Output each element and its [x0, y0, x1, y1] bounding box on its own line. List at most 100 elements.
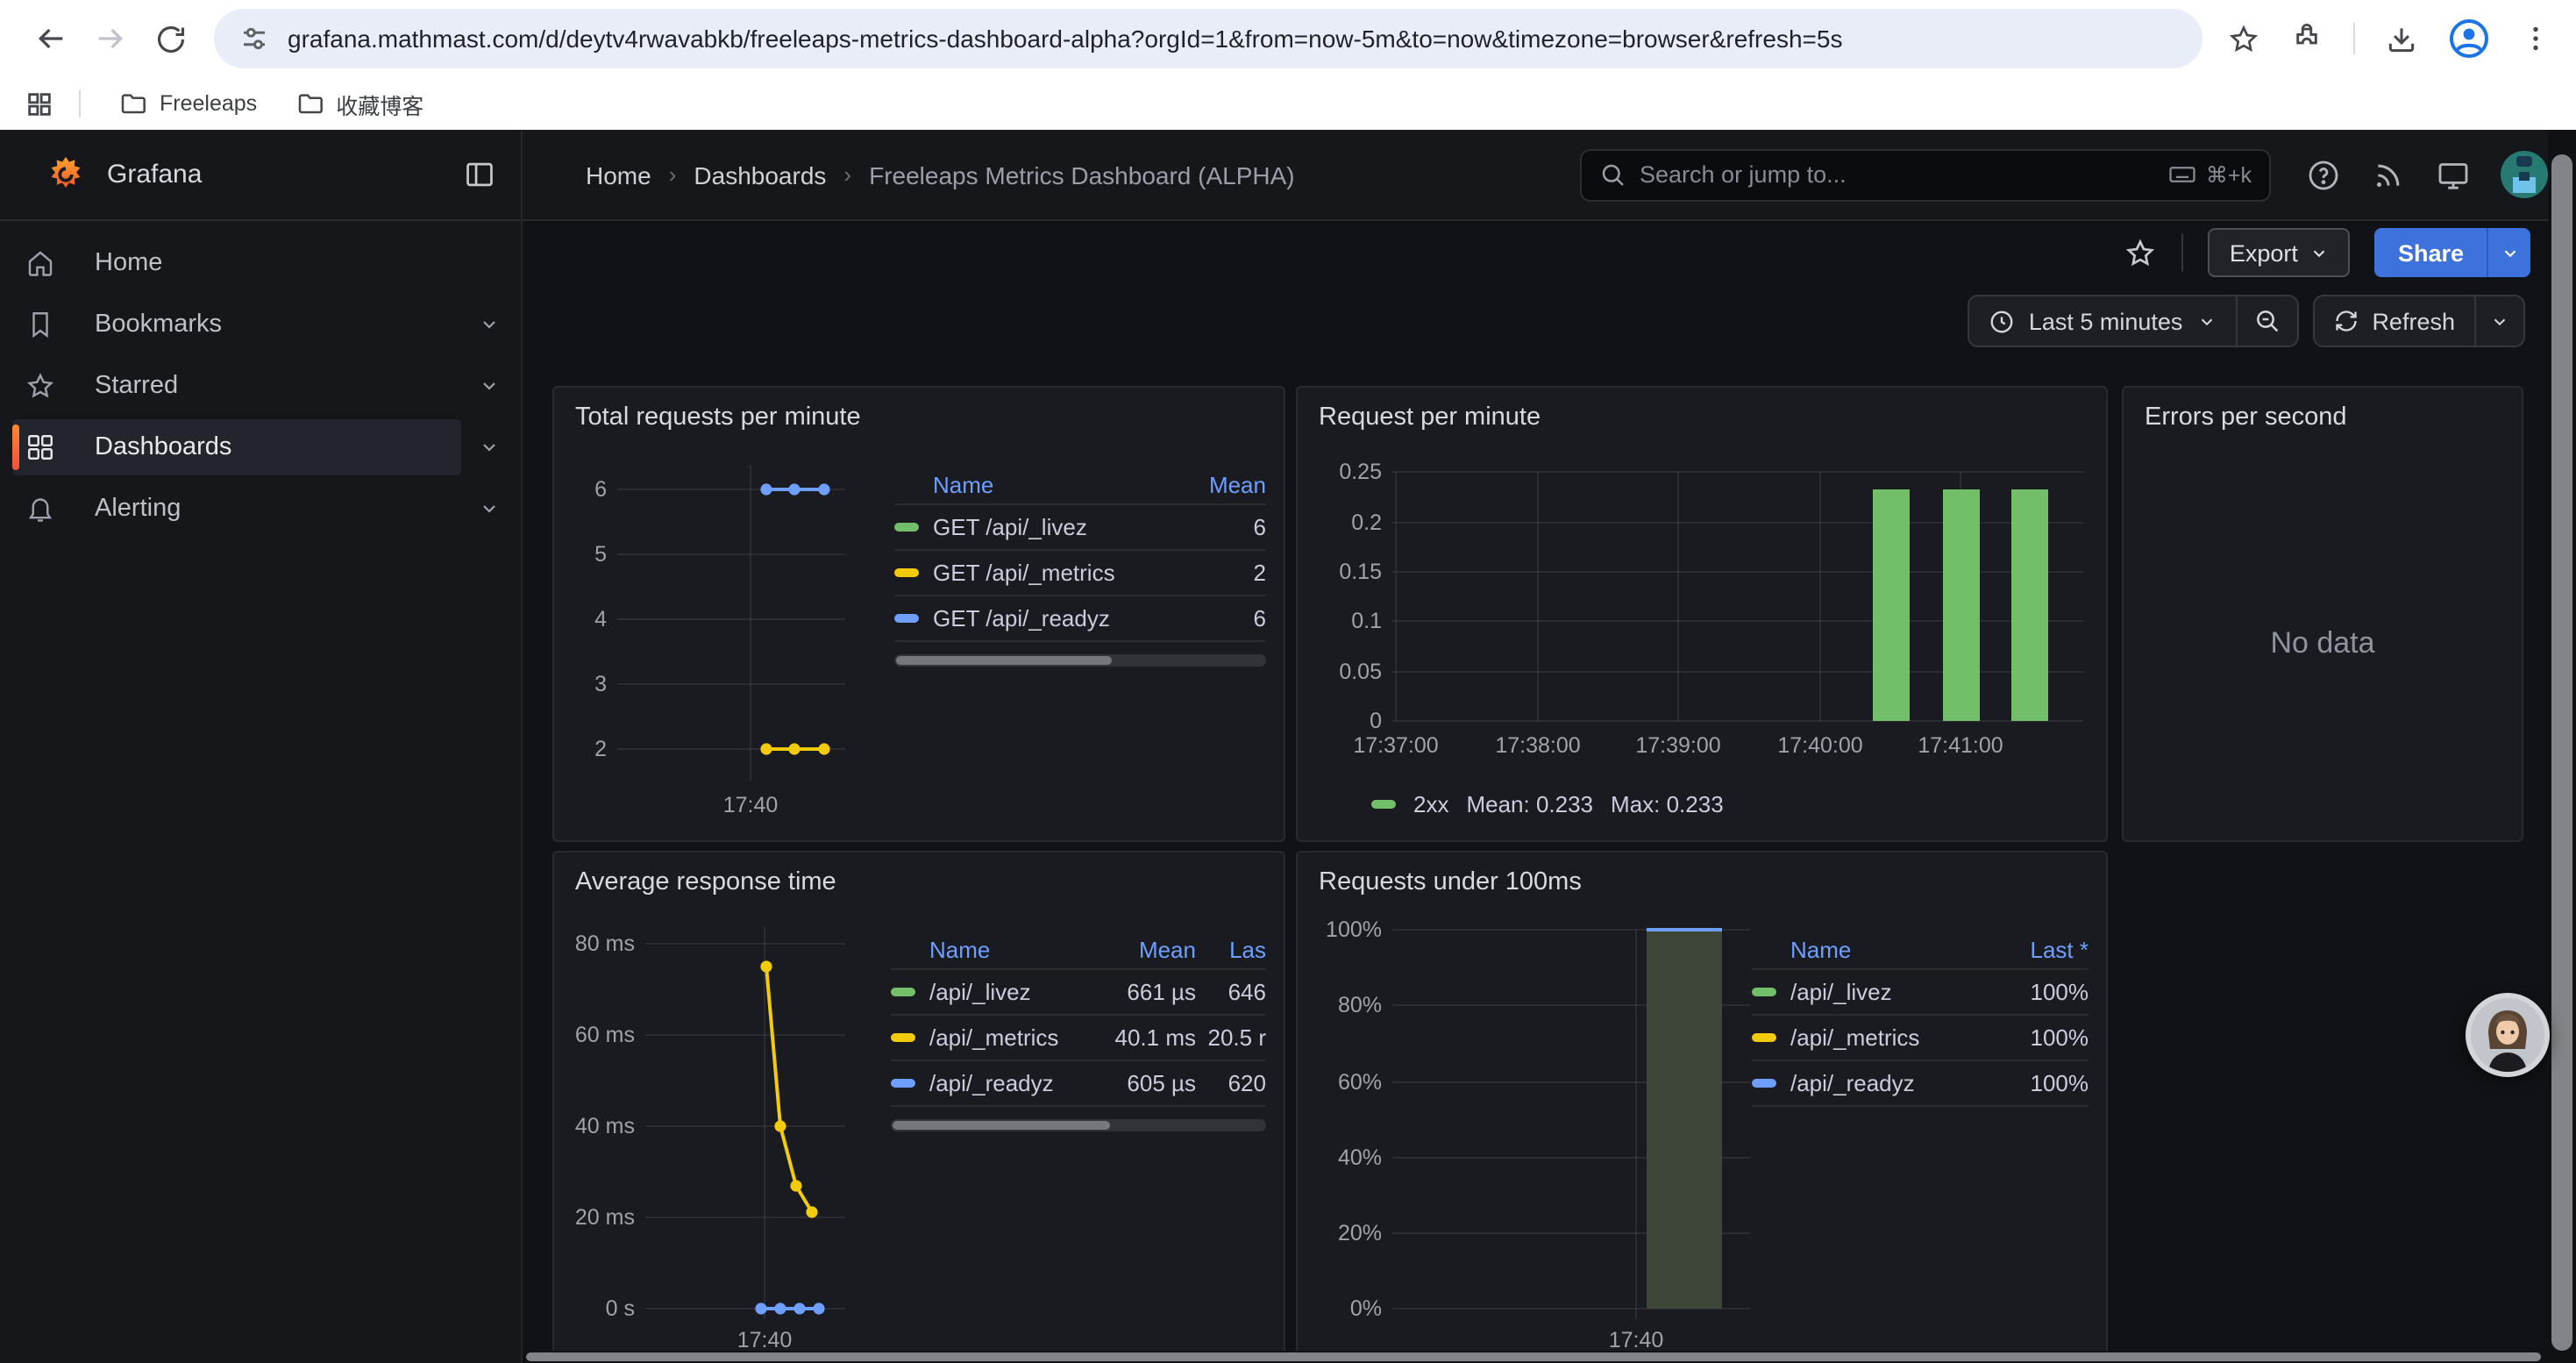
- line-chart-total-requests[interactable]: 6 5 4 3 2 17:40: [568, 447, 887, 826]
- favorite-star-icon[interactable]: [2124, 236, 2158, 269]
- help-icon[interactable]: [2306, 157, 2341, 192]
- dashboard-actions: Export Share: [523, 221, 2576, 284]
- svg-text:0.1: 0.1: [1351, 609, 1382, 633]
- horizontal-scrollbar[interactable]: [523, 1351, 2548, 1363]
- breadcrumb-item[interactable]: Home: [586, 161, 651, 189]
- legend-inline[interactable]: 2xx Mean: 0.233 Max: 0.233: [1371, 791, 1724, 817]
- legend-column-header[interactable]: Last *: [2030, 936, 2089, 962]
- bar-chart-request-per-minute[interactable]: 0.25 0.2 0.15 0.1 0.05 017:37:00 17:38:00 17:39…: [1312, 447, 2089, 767]
- legend-column-header[interactable]: Mean: [1208, 471, 1266, 497]
- legend-series-name[interactable]: /api/_livez: [891, 979, 1087, 1005]
- legend-value: 2: [1253, 560, 1266, 586]
- refresh-interval-button[interactable]: [2476, 296, 2523, 346]
- legend-row[interactable]: GET /api/_livez 6: [894, 505, 1266, 551]
- sidebar-toggle-icon[interactable]: [463, 158, 496, 191]
- chevron-down-icon[interactable]: [479, 375, 500, 396]
- forward-button[interactable]: [81, 9, 140, 68]
- legend-row[interactable]: GET /api/_metrics 2: [894, 551, 1266, 596]
- legend-column-header[interactable]: Las: [1229, 936, 1266, 962]
- apps-grid-icon[interactable]: [25, 89, 54, 118]
- legend-column-header[interactable]: Mean: [1138, 936, 1196, 962]
- panel-errors-per-second: Errors per second No data: [2122, 386, 2523, 842]
- url-bar[interactable]: grafana.mathmast.com/d/deytv4rwavabkb/fr…: [214, 9, 2202, 68]
- export-button[interactable]: Export: [2208, 228, 2351, 277]
- legend-header-row: Name Mean Las: [891, 930, 1266, 970]
- brand-label[interactable]: Grafana: [107, 160, 203, 189]
- bookmark-star-icon[interactable]: [2227, 22, 2260, 55]
- panel-title[interactable]: Requests under 100ms: [1319, 868, 1582, 896]
- legend-row[interactable]: /api/_readyz 100%: [1752, 1061, 2089, 1107]
- download-icon[interactable]: [2385, 22, 2418, 55]
- chevron-down-icon[interactable]: [479, 498, 500, 519]
- chevron-down-icon[interactable]: [479, 314, 500, 335]
- legend-value: 6: [1253, 605, 1266, 632]
- zoom-out-button[interactable]: [2237, 296, 2296, 346]
- refresh-button[interactable]: Refresh: [2314, 296, 2474, 346]
- legend-row[interactable]: /api/_metrics 40.1 ms 20.5 r: [891, 1016, 1266, 1061]
- sidebar-item-home[interactable]: Home: [12, 235, 521, 291]
- legend-series-name[interactable]: /api/_metrics: [891, 1024, 1087, 1051]
- share-button[interactable]: Share: [2374, 228, 2530, 277]
- vertical-scrollbar-thumb[interactable]: [2551, 154, 2572, 1351]
- search-input[interactable]: Search or jump to... ⌘+k: [1580, 148, 2271, 201]
- back-button[interactable]: [21, 9, 81, 68]
- reload-button[interactable]: [140, 9, 200, 68]
- legend-series-name[interactable]: /api/_readyz: [1752, 1070, 1997, 1096]
- legend-row[interactable]: /api/_livez 661 µs 646: [891, 970, 1266, 1016]
- user-avatar[interactable]: [2501, 151, 2548, 198]
- sidebar-item-dashboards[interactable]: Dashboards: [12, 419, 521, 475]
- bookmark-folder-item[interactable]: 收藏博客: [281, 82, 438, 125]
- legend-scrollbar-thumb[interactable]: [896, 656, 1112, 665]
- series-label: GET /api/_readyz: [933, 605, 1110, 632]
- svg-text:17:40: 17:40: [1609, 1328, 1664, 1352]
- legend-row[interactable]: /api/_livez 100%: [1752, 970, 2089, 1016]
- legend-row[interactable]: /api/_metrics 100%: [1752, 1016, 2089, 1061]
- horizontal-scrollbar-thumb[interactable]: [526, 1352, 2541, 1361]
- vertical-scrollbar[interactable]: [2548, 130, 2576, 1363]
- news-rss-icon[interactable]: [2371, 157, 2406, 192]
- legend-column-header[interactable]: Name: [933, 471, 994, 497]
- menu-kebab-icon[interactable]: [2520, 23, 2551, 54]
- svg-text:17:37:00: 17:37:00: [1353, 733, 1438, 758]
- time-range-button[interactable]: Last 5 minutes: [1969, 296, 2236, 346]
- breadcrumb-item[interactable]: Dashboards: [694, 161, 827, 189]
- site-settings-icon: [244, 27, 265, 50]
- zoom-out-icon: [2256, 310, 2278, 332]
- legend-series-name[interactable]: GET /api/_metrics: [894, 560, 1189, 586]
- profile-icon[interactable]: [2448, 18, 2490, 60]
- legend-series-name[interactable]: /api/_livez: [1752, 979, 1997, 1005]
- series-color-pill: [891, 988, 915, 996]
- panel-title[interactable]: Total requests per minute: [575, 403, 861, 432]
- panel-title[interactable]: Errors per second: [2145, 403, 2347, 432]
- legend-scrollbar[interactable]: [891, 1119, 1266, 1131]
- legend-series-name[interactable]: /api/_metrics: [1752, 1024, 1997, 1051]
- sidebar-item-bookmarks[interactable]: Bookmarks: [12, 296, 521, 353]
- legend-column-header[interactable]: Name: [929, 936, 991, 962]
- share-menu-button[interactable]: [2487, 228, 2530, 277]
- panel-title[interactable]: Request per minute: [1319, 403, 1541, 432]
- sidebar-item-starred[interactable]: Starred: [12, 358, 521, 414]
- panel-title[interactable]: Average response time: [575, 868, 836, 896]
- legend-series-name[interactable]: GET /api/_livez: [894, 514, 1189, 540]
- legend-scrollbar[interactable]: [894, 654, 1266, 667]
- extension-icon[interactable]: [2290, 22, 2323, 55]
- reload-icon: [156, 25, 184, 53]
- legend-scrollbar-thumb[interactable]: [893, 1121, 1111, 1130]
- line-chart-average-response-time[interactable]: 80 ms 60 ms 40 ms 20 ms 0 s 17:40: [568, 912, 887, 1354]
- legend-row[interactable]: GET /api/_readyz 6: [894, 596, 1266, 642]
- legend-row[interactable]: /api/_readyz 605 µs 620: [891, 1061, 1266, 1107]
- chevron-down-icon[interactable]: [479, 437, 500, 458]
- grafana-logo[interactable]: [46, 154, 86, 195]
- legend-series-name[interactable]: /api/_readyz: [891, 1070, 1087, 1096]
- sidebar-item-alerting[interactable]: Alerting: [12, 481, 521, 537]
- series-label[interactable]: 2xx: [1413, 791, 1449, 817]
- monitor-icon[interactable]: [2436, 157, 2471, 192]
- assistant-avatar-button[interactable]: [2466, 993, 2550, 1077]
- grafana-app: Grafana Home › Dashboards › Freeleaps Metric…: [0, 130, 2576, 1363]
- url-text[interactable]: grafana.mathmast.com/d/deytv4rwavabkb/fr…: [288, 25, 1843, 53]
- bookmark-folder-item[interactable]: Freeleaps: [105, 84, 271, 123]
- area-chart-requests-under-100ms[interactable]: 100% 80% 60% 40% 20% 0% 17:40: [1312, 912, 1754, 1354]
- legend-column-header[interactable]: Name: [1790, 936, 1852, 962]
- series-label: /api/_metrics: [929, 1024, 1059, 1051]
- legend-series-name[interactable]: GET /api/_readyz: [894, 605, 1189, 632]
